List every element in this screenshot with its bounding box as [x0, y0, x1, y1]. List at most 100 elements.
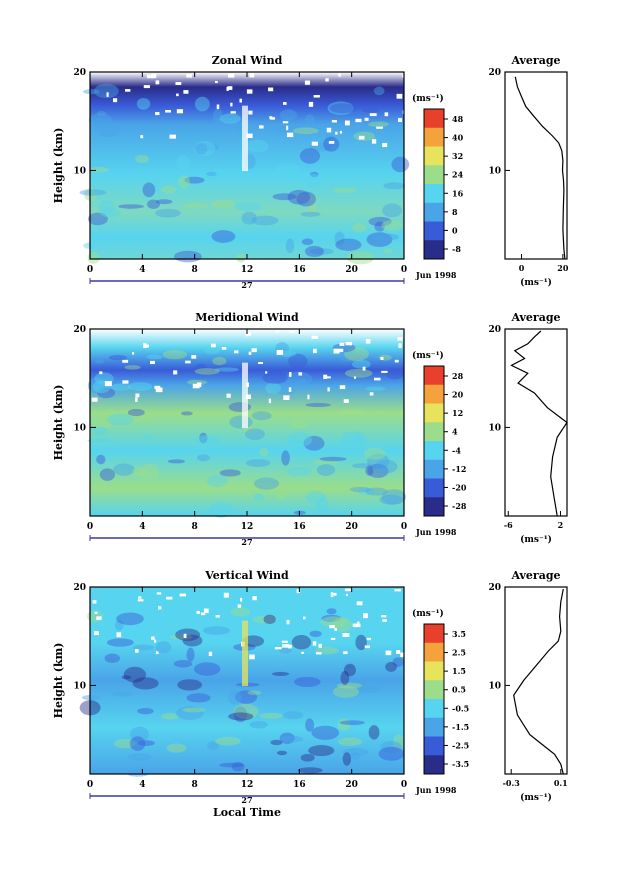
- heatmap-cell: [392, 734, 405, 750]
- heatmap-cell: [300, 211, 321, 217]
- heatmap-cell: [87, 252, 100, 264]
- heatmap-cell: [321, 614, 342, 623]
- missing-data-cell: [150, 360, 155, 365]
- heatmap-cell: [361, 108, 380, 113]
- heatmap-cell: [207, 741, 220, 751]
- colorbar-segment: [424, 366, 444, 376]
- heatmap-cell: [151, 179, 161, 193]
- heatmap-cell: [371, 233, 399, 241]
- colorbar-tick-label: 3.5: [452, 629, 466, 639]
- x-tick-label: 4: [139, 265, 145, 275]
- average-y-tick-label: 20: [488, 325, 501, 335]
- missing-data-cell: [358, 135, 365, 140]
- heatmap-cell: [263, 614, 276, 625]
- missing-data-cell: [298, 372, 303, 376]
- heatmap-cell: [311, 725, 340, 740]
- heatmap-cell: [342, 752, 352, 766]
- heatmap-cell: [304, 114, 315, 126]
- missing-data-cell: [196, 611, 200, 614]
- heatmap-cell: [336, 682, 362, 689]
- heatmap-cell: [272, 125, 293, 133]
- heatmap-cell: [161, 712, 179, 720]
- missing-data-cell: [91, 397, 98, 402]
- colorbar-segment: [424, 624, 444, 634]
- colorbar-segment: [424, 689, 444, 700]
- heatmap-feature: [242, 620, 248, 687]
- x-tick-label: 12: [241, 265, 254, 275]
- heatmap-cell: [123, 666, 147, 683]
- missing-data-cell: [221, 347, 227, 350]
- colorbar-segment: [424, 422, 444, 433]
- day-label: 27: [241, 795, 252, 805]
- missing-data-cell: [135, 393, 140, 398]
- colorbar-tick-label: 20: [452, 390, 464, 400]
- missing-data-cell: [330, 637, 336, 641]
- heatmap-cell: [271, 671, 290, 676]
- colorbar-tick-label: 16: [452, 188, 464, 198]
- heatmap-feature: [242, 105, 248, 172]
- missing-data-cell: [376, 126, 383, 129]
- missing-data-cell: [398, 118, 403, 122]
- colorbar-segment: [424, 403, 444, 414]
- heatmap-cell: [262, 371, 289, 384]
- heatmap-cell: [296, 191, 316, 207]
- missing-data-cell: [339, 385, 346, 390]
- missing-data-cell: [325, 78, 329, 82]
- colorbar-segment: [424, 146, 444, 157]
- missing-data-cell: [155, 387, 163, 393]
- panel-title: Vertical Wind: [204, 569, 289, 582]
- heatmap-cell: [235, 202, 262, 212]
- missing-data-cell: [286, 125, 289, 131]
- missing-data-cell: [339, 342, 345, 346]
- heatmap-cell: [367, 121, 389, 128]
- missing-data-cell: [246, 332, 252, 336]
- heatmap-cell: [365, 386, 386, 392]
- heatmap-cell: [87, 377, 106, 394]
- colorbar-segment: [424, 109, 444, 119]
- heatmap-cell: [276, 490, 287, 500]
- heatmap-cell: [297, 767, 323, 774]
- missing-data-cell: [106, 92, 109, 97]
- missing-data-cell: [216, 104, 220, 110]
- missing-data-cell: [311, 141, 318, 146]
- colorbar-tick-label: -8: [452, 244, 461, 254]
- heatmap-cell: [108, 354, 128, 361]
- missing-data-cell: [132, 352, 135, 355]
- date-label: Jun 1998: [415, 270, 457, 280]
- heatmap-cell: [355, 634, 367, 651]
- heatmap-cell: [210, 199, 235, 209]
- heatmap-cell: [309, 171, 319, 178]
- colorbar-tick-label: 1.5: [452, 666, 466, 676]
- missing-data-cell: [246, 133, 253, 139]
- missing-data-cell: [143, 343, 147, 349]
- heatmap-cell: [291, 634, 312, 650]
- colorbar-frame: [423, 365, 445, 517]
- x-axis-label: Local Time: [213, 806, 281, 819]
- missing-data-cell: [165, 109, 171, 113]
- missing-data-cell: [230, 102, 233, 107]
- missing-data-cell: [248, 351, 252, 355]
- heatmap-cell: [183, 202, 209, 209]
- colorbar-segment: [424, 137, 444, 147]
- colorbar-segment: [424, 736, 444, 747]
- heatmap-cell: [207, 235, 227, 245]
- colorbar-segment: [424, 642, 444, 653]
- heatmap-cell: [212, 356, 227, 366]
- heatmap-cell: [132, 466, 147, 478]
- missing-data-cell: [381, 370, 388, 373]
- missing-data-cell: [176, 109, 184, 114]
- y-tick-label: 10: [73, 423, 86, 433]
- colorbar-segment: [424, 240, 444, 251]
- missing-data-cell: [318, 643, 322, 648]
- colorbar-tick-label: 0: [452, 225, 458, 235]
- average-y-tick-label: 20: [488, 583, 501, 593]
- x-tick-label: 12: [241, 780, 254, 790]
- heatmap-cell: [335, 238, 362, 251]
- heatmap-cell: [162, 350, 188, 360]
- missing-data-cell: [258, 125, 264, 129]
- y-tick-label: 20: [73, 583, 86, 593]
- heatmap-cell: [337, 737, 363, 747]
- missing-data-cell: [151, 636, 155, 640]
- panel-title: Zonal Wind: [212, 54, 283, 67]
